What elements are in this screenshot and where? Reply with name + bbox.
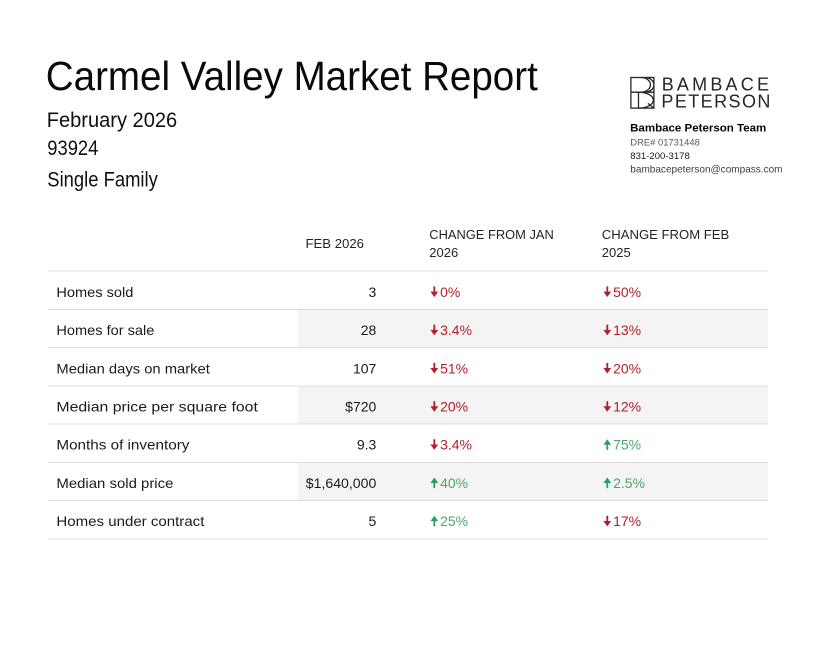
svg-text:Months of inventory: Months of inventory <box>56 437 189 453</box>
svg-text:Single Family: Single Family <box>47 168 158 191</box>
svg-text:PETERSON: PETERSON <box>661 92 770 112</box>
svg-text:bambacepeterson@compass.com: bambacepeterson@compass.com <box>630 164 782 176</box>
svg-text:75%: 75% <box>613 437 641 453</box>
svg-text:40%: 40% <box>440 475 468 491</box>
svg-text:FEB 2026: FEB 2026 <box>306 236 365 251</box>
svg-text:3.4%: 3.4% <box>440 322 472 338</box>
svg-text:12%: 12% <box>613 398 641 414</box>
svg-text:13%: 13% <box>613 322 641 338</box>
svg-text:107: 107 <box>353 360 377 376</box>
svg-text:$1,640,000: $1,640,000 <box>306 475 377 491</box>
svg-text:20%: 20% <box>613 360 641 376</box>
svg-text:Bambace Peterson Team: Bambace Peterson Team <box>630 123 766 135</box>
svg-text:2026: 2026 <box>429 245 458 260</box>
svg-text:20%: 20% <box>440 398 468 414</box>
svg-text:Homes sold: Homes sold <box>56 284 133 300</box>
svg-text:$720: $720 <box>345 398 376 414</box>
svg-text:CHANGE FROM FEB: CHANGE FROM FEB <box>602 227 730 242</box>
svg-text:Homes under contract: Homes under contract <box>56 513 204 529</box>
svg-text:DRE# 01731448: DRE# 01731448 <box>630 137 700 148</box>
svg-text:93924: 93924 <box>47 137 98 160</box>
svg-text:CHANGE FROM JAN: CHANGE FROM JAN <box>429 227 554 242</box>
svg-text:3.4%: 3.4% <box>440 437 472 453</box>
svg-text:Homes for sale: Homes for sale <box>56 322 154 338</box>
svg-text:Median sold price: Median sold price <box>56 475 173 491</box>
svg-text:50%: 50% <box>613 284 641 300</box>
svg-text:February 2026: February 2026 <box>47 109 178 132</box>
svg-text:17%: 17% <box>613 513 641 529</box>
svg-text:2025: 2025 <box>602 245 631 260</box>
svg-text:25%: 25% <box>440 513 468 529</box>
svg-text:2.5%: 2.5% <box>613 475 645 491</box>
svg-text:28: 28 <box>361 322 377 338</box>
svg-text:Median days on market: Median days on market <box>56 360 210 376</box>
svg-text:831-200-3178: 831-200-3178 <box>630 151 690 162</box>
svg-text:3: 3 <box>369 284 377 300</box>
svg-text:0%: 0% <box>440 284 460 300</box>
svg-text:Median price per square foot: Median price per square foot <box>56 398 258 414</box>
svg-text:Carmel Valley Market Report: Carmel Valley Market Report <box>46 53 539 99</box>
svg-text:BAMBACE: BAMBACE <box>662 74 769 94</box>
svg-text:5: 5 <box>369 513 377 529</box>
svg-text:9.3: 9.3 <box>357 437 377 453</box>
svg-text:51%: 51% <box>440 360 468 376</box>
